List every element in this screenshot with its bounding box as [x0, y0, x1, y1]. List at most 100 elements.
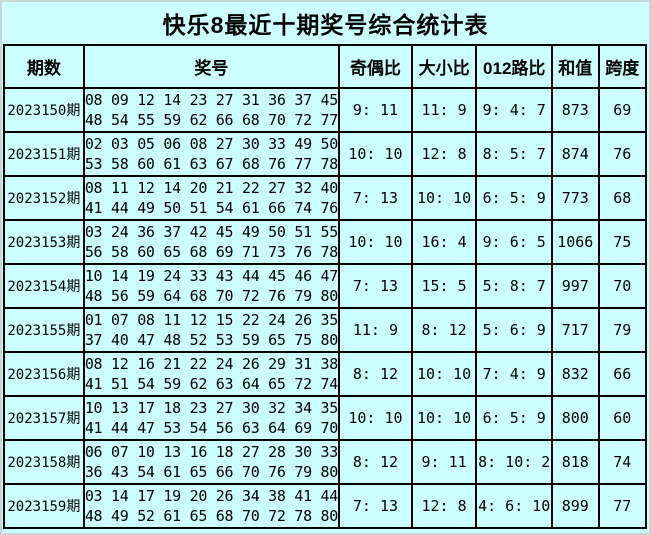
- table-row: 2023155期 01 07 08 11 12 15 22 24 26 35 3…: [3, 307, 647, 353]
- big-small-cell: 10: 10: [410, 175, 478, 221]
- numbers-line-2: 41 51 54 59 62 63 64 65 72 74: [84, 375, 339, 393]
- numbers-line-1: 08 11 12 14 20 21 22 27 32 40: [84, 179, 339, 197]
- big-small-cell: 16: 4: [410, 219, 478, 265]
- header-sum: 和值: [551, 44, 600, 89]
- numbers-line-1: 10 14 19 24 33 43 44 45 46 47: [84, 267, 339, 285]
- header-numbers: 奖号: [82, 44, 341, 89]
- numbers-line-1: 02 03 05 06 08 27 30 33 49 50: [84, 135, 339, 153]
- numbers-line-1: 06 07 10 13 16 18 27 28 30 33: [84, 443, 339, 461]
- header-big-small: 大小比: [410, 44, 478, 89]
- route012-cell: 5: 6: 9: [475, 307, 554, 353]
- span-cell: 75: [597, 219, 647, 265]
- period-cell: 2023151期: [3, 131, 85, 177]
- odd-even-cell: 9: 11: [338, 87, 413, 133]
- numbers-line-2: 53 58 60 61 63 67 68 76 77 78: [84, 155, 339, 173]
- span-cell: 79: [597, 307, 647, 353]
- odd-even-cell: 8: 12: [338, 351, 413, 397]
- numbers-line-2: 48 49 52 61 65 68 70 72 78 80: [84, 507, 339, 525]
- numbers-cell: 03 24 36 37 42 45 49 50 51 55 56 58 60 6…: [82, 219, 341, 265]
- numbers-cell: 02 03 05 06 08 27 30 33 49 50 53 58 60 6…: [82, 131, 341, 177]
- route012-cell: 8: 10: 2: [475, 439, 554, 485]
- table-row: 2023157期 10 13 17 18 23 27 30 32 34 35 4…: [3, 395, 647, 441]
- big-small-cell: 9: 11: [410, 439, 478, 485]
- numbers-line-1: 03 14 17 19 20 26 34 38 41 44: [84, 487, 339, 505]
- sum-cell: 717: [551, 307, 600, 353]
- big-small-cell: 12: 8: [410, 131, 478, 177]
- numbers-line-1: 08 09 12 14 23 27 31 36 37 45: [84, 91, 339, 109]
- numbers-line-2: 36 43 54 61 65 66 70 76 79 80: [84, 463, 339, 481]
- numbers-cell: 08 09 12 14 23 27 31 36 37 45 48 54 55 5…: [82, 87, 341, 133]
- span-cell: 76: [597, 131, 647, 177]
- header-odd-even: 奇偶比: [338, 44, 413, 89]
- span-cell: 70: [597, 263, 647, 309]
- span-cell: 66: [597, 351, 647, 397]
- numbers-cell: 08 11 12 14 20 21 22 27 32 40 41 44 49 5…: [82, 175, 341, 221]
- sum-cell: 818: [551, 439, 600, 485]
- odd-even-cell: 10: 10: [338, 219, 413, 265]
- table-header: 期数 奖号 奇偶比 大小比 012路比 和值 跨度: [3, 44, 647, 89]
- big-small-cell: 11: 9: [410, 87, 478, 133]
- numbers-cell: 10 13 17 18 23 27 30 32 34 35 41 44 47 5…: [82, 395, 341, 441]
- sum-cell: 873: [551, 87, 600, 133]
- table-row: 2023153期 03 24 36 37 42 45 49 50 51 55 5…: [3, 219, 647, 265]
- numbers-cell: 01 07 08 11 12 15 22 24 26 35 37 40 47 4…: [82, 307, 341, 353]
- span-cell: 60: [597, 395, 647, 441]
- span-cell: 68: [597, 175, 647, 221]
- sum-cell: 997: [551, 263, 600, 309]
- sum-cell: 832: [551, 351, 600, 397]
- numbers-line-1: 03 24 36 37 42 45 49 50 51 55: [84, 223, 339, 241]
- route012-cell: 9: 6: 5: [475, 219, 554, 265]
- odd-even-cell: 10: 10: [338, 395, 413, 441]
- numbers-line-1: 10 13 17 18 23 27 30 32 34 35: [84, 399, 339, 417]
- sum-cell: 874: [551, 131, 600, 177]
- period-cell: 2023154期: [3, 263, 85, 309]
- odd-even-cell: 10: 10: [338, 131, 413, 177]
- table-row: 2023158期 06 07 10 13 16 18 27 28 30 33 3…: [3, 439, 647, 485]
- route012-cell: 4: 6: 10: [475, 483, 554, 529]
- big-small-cell: 10: 10: [410, 351, 478, 397]
- table-body: 2023150期 08 09 12 14 23 27 31 36 37 45 4…: [3, 87, 647, 529]
- big-small-cell: 15: 5: [410, 263, 478, 309]
- numbers-line-2: 41 44 49 50 51 54 61 66 74 76: [84, 199, 339, 217]
- numbers-line-1: 01 07 08 11 12 15 22 24 26 35: [84, 311, 339, 329]
- header-period: 期数: [3, 44, 85, 89]
- odd-even-cell: 8: 12: [338, 439, 413, 485]
- sum-cell: 899: [551, 483, 600, 529]
- period-cell: 2023153期: [3, 219, 85, 265]
- stats-table: 期数 奖号 奇偶比 大小比 012路比 和值 跨度 2023150期 08 09…: [3, 44, 647, 529]
- header-row: 期数 奖号 奇偶比 大小比 012路比 和值 跨度: [3, 44, 647, 89]
- odd-even-cell: 7: 13: [338, 263, 413, 309]
- table-row: 2023159期 03 14 17 19 20 26 34 38 41 44 4…: [3, 483, 647, 529]
- route012-cell: 6: 5: 9: [475, 175, 554, 221]
- table-row: 2023154期 10 14 19 24 33 43 44 45 46 47 4…: [3, 263, 647, 309]
- period-cell: 2023157期: [3, 395, 85, 441]
- span-cell: 74: [597, 439, 647, 485]
- numbers-cell: 10 14 19 24 33 43 44 45 46 47 48 56 59 6…: [82, 263, 341, 309]
- sum-cell: 773: [551, 175, 600, 221]
- route012-cell: 8: 5: 7: [475, 131, 554, 177]
- period-cell: 2023156期: [3, 351, 85, 397]
- span-cell: 77: [597, 483, 647, 529]
- numbers-line-2: 48 56 59 64 68 70 72 76 79 80: [84, 287, 339, 305]
- header-route012: 012路比: [475, 44, 554, 89]
- route012-cell: 7: 4: 9: [475, 351, 554, 397]
- period-cell: 2023159期: [3, 483, 85, 529]
- big-small-cell: 12: 8: [410, 483, 478, 529]
- span-cell: 69: [597, 87, 647, 133]
- numbers-line-2: 48 54 55 59 62 66 68 70 72 77: [84, 111, 339, 129]
- big-small-cell: 8: 12: [410, 307, 478, 353]
- page-title: 快乐8最近十期奖号综合统计表: [162, 12, 489, 38]
- route012-cell: 6: 5: 9: [475, 395, 554, 441]
- period-cell: 2023150期: [3, 87, 85, 133]
- period-cell: 2023155期: [3, 307, 85, 353]
- period-cell: 2023152期: [3, 175, 85, 221]
- table-row: 2023151期 02 03 05 06 08 27 30 33 49 50 5…: [3, 131, 647, 177]
- table-row: 2023150期 08 09 12 14 23 27 31 36 37 45 4…: [3, 87, 647, 133]
- numbers-line-2: 41 44 47 53 54 56 63 64 69 70: [84, 419, 339, 437]
- numbers-cell: 03 14 17 19 20 26 34 38 41 44 48 49 52 6…: [82, 483, 341, 529]
- numbers-line-2: 56 58 60 65 68 69 71 73 76 78: [84, 243, 339, 261]
- numbers-cell: 06 07 10 13 16 18 27 28 30 33 36 43 54 6…: [82, 439, 341, 485]
- odd-even-cell: 7: 13: [338, 175, 413, 221]
- numbers-line-2: 37 40 47 48 52 53 59 65 75 80: [84, 331, 339, 349]
- odd-even-cell: 7: 13: [338, 483, 413, 529]
